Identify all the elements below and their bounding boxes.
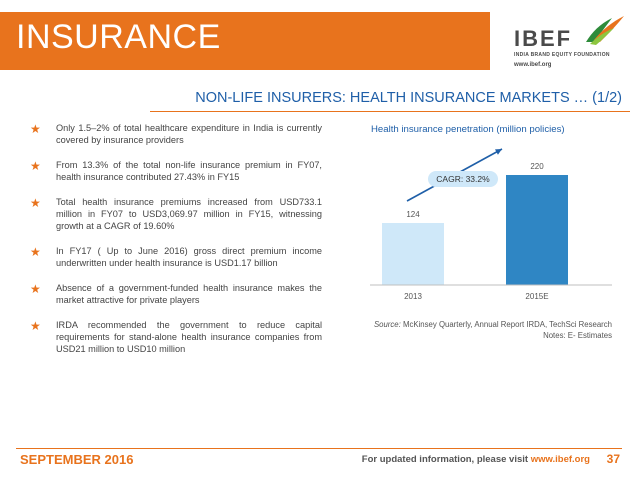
footer-note-text: For updated information, please visit: [361, 454, 529, 465]
bullet-item: ★ From 13.3% of the total non-life insura…: [30, 159, 322, 183]
bullet-text: In FY17 ( Up to June 2016) gross direct …: [56, 246, 322, 268]
data-label-2013: 124: [406, 210, 420, 219]
bullet-item: ★ Only 1.5–2% of total healthcare expendi…: [30, 122, 322, 146]
bullet-text: IRDA recommended the government to reduc…: [56, 320, 322, 354]
footer-link[interactable]: www.ibef.org: [530, 454, 590, 465]
bullet-item: ★ Total health insurance premiums increas…: [30, 196, 322, 232]
bullet-item: ★ IRDA recommended the government to redu…: [30, 319, 322, 355]
star-bullet-icon: ★: [30, 122, 41, 136]
page-title: INSURANCE: [16, 18, 221, 56]
logo-wordmark: IBEF: [514, 26, 573, 51]
page-number: 37: [606, 452, 620, 466]
footer-date: SEPTEMBER 2016: [20, 452, 134, 467]
bullet-text: Only 1.5–2% of total healthcare expendit…: [56, 123, 322, 145]
source-label: Source:: [373, 320, 401, 329]
star-bullet-icon: ★: [30, 159, 41, 173]
star-bullet-icon: ★: [30, 196, 41, 210]
chart-title: Health insurance penetration (million po…: [371, 124, 565, 135]
star-bullet-icon: ★: [30, 319, 41, 333]
bird-logo-icon: [586, 16, 624, 45]
source-text: McKinsey Quarterly, Annual Report IRDA, …: [402, 320, 612, 329]
title-band: [0, 12, 490, 70]
footer-note: For updated information, please visit ww…: [362, 454, 590, 465]
source-notes: Notes: E- Estimates: [543, 331, 612, 340]
tick-label-2013: 2013: [404, 292, 422, 301]
bullet-list: ★ Only 1.5–2% of total healthcare expendi…: [30, 122, 322, 368]
section-subtitle: NON-LIFE INSURERS: HEALTH INSURANCE MARK…: [195, 90, 622, 106]
star-bullet-icon: ★: [30, 282, 41, 296]
subtitle-divider: [150, 111, 630, 112]
cagr-arrow-head: [495, 149, 502, 155]
bar-2015E: [506, 175, 568, 285]
cagr-label: CAGR: 33.2%: [436, 174, 490, 184]
ibef-logo[interactable]: IBEF INDIA BRAND EQUITY FOUNDATION www.i…: [500, 12, 630, 74]
cagr-callout: [428, 171, 498, 187]
penetration-bar-chart: 124 2013 220 2015E CAGR: 33.2%: [370, 148, 612, 301]
logo-tagline: INDIA BRAND EQUITY FOUNDATION: [514, 52, 610, 58]
source-note: Source: McKinsey Quarterly, Annual Repor…: [352, 319, 612, 341]
bullet-item: ★ In FY17 ( Up to June 2016) gross direct…: [30, 245, 322, 269]
logo-url: www.ibef.org: [514, 62, 552, 68]
bullet-text: Total health insurance premiums increase…: [56, 197, 322, 231]
bullet-text: Absence of a government-funded health in…: [56, 283, 322, 305]
data-label-2015E: 220: [530, 162, 544, 171]
bullet-item: ★ Absence of a government-funded health i…: [30, 282, 322, 306]
bullet-text: From 13.3% of the total non-life insuran…: [56, 160, 322, 182]
bar-2013: [382, 223, 444, 285]
tick-label-2015E: 2015E: [525, 292, 548, 301]
footer-divider: [16, 448, 622, 449]
star-bullet-icon: ★: [30, 245, 41, 259]
